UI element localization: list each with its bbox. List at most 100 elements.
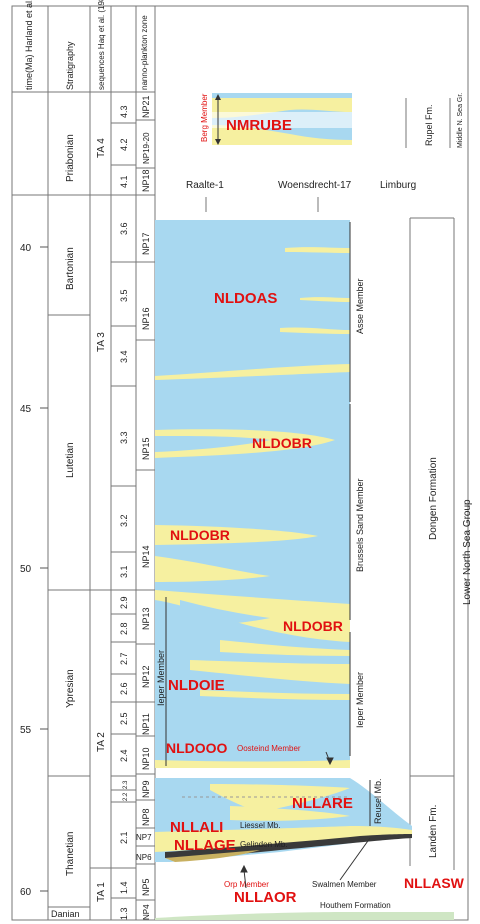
- unit-code-nldoie: NLDOIE: [168, 677, 225, 694]
- stage-label: Priabonian: [65, 134, 76, 182]
- sequence-group-label: TA 4: [96, 138, 107, 158]
- liessel-member-label: Liessel Mb.: [240, 821, 280, 830]
- middle-nsg-label: Middle N. Sea Gr.: [457, 93, 464, 148]
- sequence-group-column: [90, 194, 111, 869]
- well-label-woensdrecht: Woensdrecht-17: [278, 180, 352, 191]
- sequence-label: 2.1: [119, 831, 129, 844]
- sequence-group-label: TA 3: [96, 332, 107, 352]
- stage-label: Bartonian: [65, 247, 76, 290]
- landen-basin: [155, 778, 412, 862]
- formation-columns: [409, 217, 455, 870]
- nanno-zone-label: NP12: [141, 665, 151, 688]
- sequence-label: 1.4: [119, 881, 129, 894]
- dongen-basin: [155, 220, 350, 768]
- time-tick-label: 40: [20, 243, 32, 254]
- nanno-zone-label: NP14: [141, 545, 151, 568]
- nanno-zone-label: NP13: [141, 607, 151, 630]
- unit-code-nllasw: NLLASW: [404, 875, 465, 891]
- nanno-zone-label: NP8: [141, 808, 151, 826]
- time-tick-label: 45: [20, 404, 32, 415]
- unit-code-nllali: NLLALI: [170, 819, 223, 836]
- time-tick-label: 50: [20, 564, 32, 575]
- member-brackets: [165, 222, 371, 826]
- stage-column: [48, 314, 90, 908]
- nanno-zone-label: NP15: [141, 437, 151, 460]
- header-sequences: sequences Haq et al. (1988): [97, 0, 106, 90]
- unit-code-nmrube: NMRUBE: [226, 117, 292, 134]
- dongen-formation-label: Dongen Formation: [428, 457, 439, 540]
- sequence-label: 4.2: [119, 138, 129, 151]
- berg-member-label: Berg Member: [200, 93, 209, 142]
- sequence-label: 3.3: [119, 431, 129, 444]
- unit-code-nldobr: NLDOBR: [283, 618, 343, 634]
- unit-code-nllage: NLLAGE: [174, 837, 236, 854]
- sequence-label: 2.9: [119, 596, 129, 609]
- nanno-zone-label: NP21: [141, 95, 151, 118]
- time-axis: 40 45 50 55 60: [20, 243, 48, 898]
- unit-code-nllaor: NLLAOR: [234, 889, 297, 906]
- upper-panel: Berg Member NMRUBE Rupel Fm. Middle N. S…: [200, 93, 464, 148]
- brussels-member-label: Brussels Sand Member: [355, 478, 365, 572]
- unit-code-nldoas: NLDOAS: [214, 290, 277, 307]
- well-label-limburg: Limburg: [380, 180, 416, 191]
- sequence-label: 2.7: [119, 652, 129, 665]
- nanno-zone-label: NP5: [141, 878, 151, 896]
- sequence-label: 2.4: [119, 749, 129, 762]
- oosteind-member-label: Oosteind Member: [237, 744, 301, 753]
- unit-code-nldobr: NLDOBR: [170, 527, 230, 543]
- sequence-group-label: TA 1: [96, 882, 107, 902]
- sequence-label: 3.4: [119, 350, 129, 363]
- nanno-zone-label: NP16: [141, 307, 151, 330]
- orp-member-label: Orp Member: [224, 880, 269, 889]
- nanno-zone-label: NP7: [136, 833, 152, 842]
- header-nanno: nanno-plankton zone: [140, 15, 149, 90]
- sequence-label: 3.5: [119, 289, 129, 302]
- lower-nsg-label: Lower North Sea Group: [462, 499, 473, 605]
- sequence-label: 2.3: [123, 780, 129, 789]
- sequence-label: 2.2: [123, 792, 129, 801]
- nanno-zone-label: NP4: [142, 904, 151, 920]
- nanno-zone-label: NP19-20: [142, 132, 151, 164]
- sequence-label: 3.1: [119, 565, 129, 578]
- nanno-zone-label: NP18: [141, 169, 151, 192]
- sequence-label: 1.3: [119, 907, 129, 920]
- sequence-label: 2.8: [119, 622, 129, 635]
- stage-label: Danian: [51, 909, 80, 919]
- ieper-member-right-label: Ieper Member: [355, 672, 365, 728]
- header-stratigraphy: Stratigraphy: [65, 41, 75, 90]
- reusel-member-label: Reusel Mb.: [373, 778, 383, 824]
- stage-label: Ypresian: [65, 669, 76, 708]
- gelinden-member-label: Gelinden Mb.: [240, 840, 288, 849]
- rupel-formation-label: Rupel Fm.: [424, 104, 434, 146]
- asse-member-label: Asse Member: [355, 278, 365, 334]
- stage-label: Lutetian: [65, 442, 76, 478]
- well-label-raalte: Raalte-1: [186, 180, 224, 191]
- nanno-zone-label: NP11: [141, 713, 151, 735]
- header-time: time(Ma) Harland et al.(1990): [24, 0, 34, 90]
- sequence-label: 3.2: [119, 514, 129, 527]
- nanno-zone-label: NP10: [141, 747, 151, 770]
- sequence-column: [111, 122, 136, 899]
- nanno-zone-label: NP17: [141, 232, 151, 255]
- landen-formation-label: Landen Fm.: [428, 805, 439, 858]
- sequence-label: 4.3: [119, 105, 129, 118]
- sequence-label: 3.6: [119, 222, 129, 235]
- stage-label: Thanetian: [65, 832, 76, 876]
- unit-code-nldobr: NLDOBR: [252, 435, 312, 451]
- time-tick-label: 55: [20, 725, 32, 736]
- sequence-label: 2.6: [119, 682, 129, 695]
- houthem-formation-label: Houthem Formation: [320, 901, 391, 910]
- nanno-column: [136, 119, 155, 901]
- sequence-label: 2.5: [119, 712, 129, 725]
- sequence-group-label: TA 2: [96, 732, 107, 752]
- nanno-zone-label: NP6: [136, 853, 152, 862]
- sequence-label: 4.1: [119, 175, 129, 188]
- unit-code-nldooo: NLDOOO: [166, 740, 228, 756]
- ieper-member-left-label: Ieper Member: [156, 650, 166, 706]
- nanno-zone-label: NP9: [141, 780, 151, 798]
- time-tick-label: 60: [20, 887, 32, 898]
- unit-code-nllare: NLLARE: [292, 795, 353, 812]
- swalmen-member-label: Swalmen Member: [312, 880, 377, 889]
- houthem-strip: [155, 912, 454, 920]
